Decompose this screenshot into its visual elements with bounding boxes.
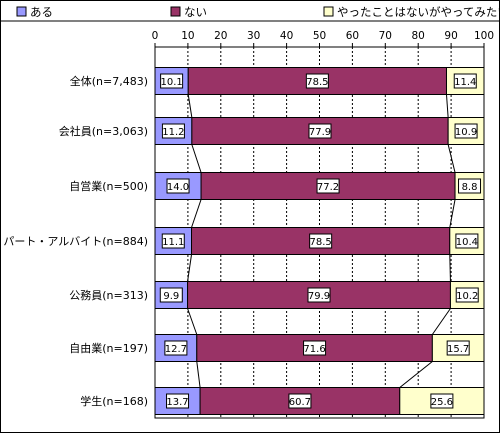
x-tick-label: 70 (379, 30, 392, 42)
series-connector-line (445, 94, 449, 118)
data-label-box (453, 73, 477, 89)
category-label: 自由業(n=197) (69, 341, 148, 355)
x-tick-label: 50 (313, 30, 326, 42)
data-label: 11.2 (162, 127, 184, 138)
series-connector-line (187, 308, 198, 335)
data-label-box (458, 178, 482, 194)
series-connector-line (431, 308, 451, 335)
category-label: 学生(n=168) (80, 394, 148, 408)
data-label-box (303, 340, 327, 356)
series-connector-line (187, 94, 193, 118)
category-label: パート・アルバイト(n=884) (3, 235, 148, 248)
data-label: 77.9 (309, 127, 331, 138)
data-label: 8.8 (462, 182, 478, 193)
data-label: 25.6 (431, 397, 453, 408)
data-label-box (160, 73, 184, 89)
series-connector-line (449, 199, 456, 228)
data-label: 13.7 (166, 397, 188, 408)
x-tick-label: 80 (412, 30, 425, 42)
series-connector-line (399, 361, 433, 388)
data-label-box (430, 393, 454, 409)
data-label-box (308, 123, 332, 139)
data-label-box (305, 73, 329, 89)
x-tick-label: 90 (444, 30, 457, 42)
legend-label-2: ない (184, 5, 207, 19)
data-label-box (455, 287, 479, 303)
data-label: 10.1 (160, 77, 182, 88)
data-label: 78.5 (310, 237, 332, 248)
data-label-box (307, 287, 331, 303)
category-label: 会社員(n=3,063) (59, 124, 148, 138)
data-label-box (446, 340, 470, 356)
data-label: 10.4 (456, 237, 478, 248)
data-label: 60.7 (289, 397, 311, 408)
legend-swatch-3 (323, 6, 334, 17)
series-connector-line (447, 144, 456, 173)
series-connector-line (449, 254, 451, 282)
data-label-box (455, 233, 479, 249)
legend-label-3: やったことはないがやってみたい (337, 5, 500, 19)
data-label-box (454, 123, 478, 139)
bar-segment (154, 172, 202, 200)
series-connector-line (196, 361, 201, 388)
data-label: 10.9 (455, 127, 477, 138)
x-tick-label: 20 (214, 30, 227, 42)
data-label-box (161, 233, 185, 249)
data-label: 11.4 (454, 77, 476, 88)
data-label: 14.0 (167, 182, 189, 193)
data-label: 78.5 (306, 77, 328, 88)
data-label-box (288, 393, 312, 409)
category-label: 全体(n=7,483) (70, 74, 148, 88)
data-label-box (159, 287, 183, 303)
series-connector-line (191, 199, 202, 228)
x-tick-label: 40 (280, 30, 293, 42)
data-label-box (164, 340, 188, 356)
x-tick-label: 30 (247, 30, 260, 42)
data-label-box (309, 233, 333, 249)
bar-segment (431, 334, 485, 362)
data-label: 9.9 (163, 291, 179, 302)
data-label-box (161, 123, 185, 139)
data-label: 11.1 (162, 237, 184, 248)
legend-swatch-2 (170, 6, 181, 17)
data-label: 15.7 (447, 344, 469, 355)
data-label: 79.9 (308, 291, 330, 302)
x-tick-label: 100 (474, 30, 494, 42)
category-label: 公務員(n=313) (69, 288, 148, 302)
data-label: 71.6 (303, 344, 325, 355)
data-label-box (166, 178, 190, 194)
data-label: 10.2 (456, 291, 478, 302)
data-label: 77.2 (317, 182, 339, 193)
data-label-box (316, 178, 340, 194)
series-connector-line (187, 254, 193, 282)
legend-swatch-1 (16, 6, 27, 17)
x-tick-label: 0 (152, 30, 159, 42)
x-tick-label: 60 (346, 30, 359, 42)
category-label: 自営業(n=500) (69, 179, 148, 193)
legend-label-1: ある (30, 5, 53, 19)
data-label-box (166, 393, 190, 409)
data-label: 12.7 (165, 344, 187, 355)
x-tick-label: 10 (181, 30, 194, 42)
series-connector-line (191, 144, 202, 173)
